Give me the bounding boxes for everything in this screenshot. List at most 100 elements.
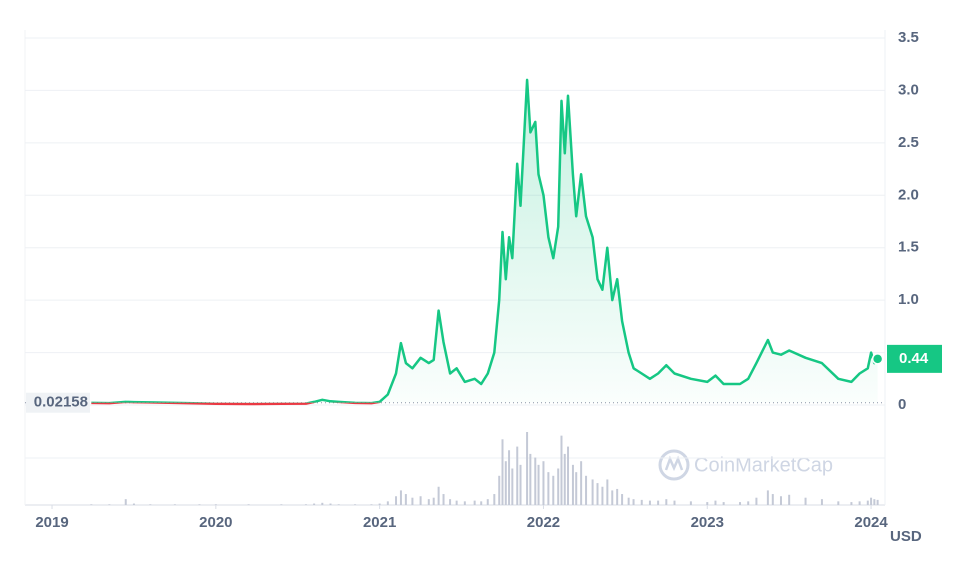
volume-bar: [616, 488, 619, 505]
volume-bar: [722, 502, 725, 505]
volume-bar: [354, 504, 357, 505]
volume-bar: [173, 504, 176, 505]
price-area: [91, 79, 878, 403]
volume-bar: [534, 457, 537, 505]
volume-bar: [627, 497, 630, 505]
volume-bar: [313, 503, 316, 505]
volume-bar: [280, 504, 283, 505]
volume-bar: [575, 472, 578, 505]
volume-bar: [508, 450, 511, 505]
volume-bar: [493, 494, 496, 505]
volume-bar: [850, 502, 853, 505]
x-tick-label: 2019: [35, 514, 68, 531]
volume-bar: [321, 502, 324, 505]
volume-bar: [124, 499, 127, 505]
volume-bar: [870, 497, 873, 505]
volume-bar: [557, 468, 560, 505]
volume-bar: [596, 483, 599, 505]
volume-bar: [585, 475, 588, 505]
volume-bar: [214, 504, 217, 505]
volume-bar: [437, 486, 440, 505]
volume-bar: [486, 499, 489, 505]
volume-bar: [571, 464, 574, 505]
last-price-bg: [887, 344, 942, 373]
volume-bar: [132, 503, 135, 505]
volume-bar: [657, 500, 660, 505]
volume-bar: [788, 494, 791, 505]
baseline-label: 0.02158: [34, 394, 88, 411]
volume-bar: [511, 468, 514, 505]
volume-bar: [529, 453, 532, 505]
volume-bar: [665, 499, 668, 505]
volume-bar: [473, 500, 476, 505]
volume-bar: [621, 494, 624, 505]
volume-bar: [820, 499, 823, 505]
volume-bar: [480, 501, 483, 505]
volume-bar: [563, 453, 566, 505]
volume-bar: [449, 499, 452, 505]
volume-bar: [463, 501, 466, 505]
volume-bar: [771, 494, 774, 505]
price-line-down: [91, 402, 381, 406]
x-tick-label: 2023: [691, 514, 724, 531]
x-tick-label: 2024: [854, 514, 888, 531]
volume-bar: [547, 472, 550, 505]
volume-bar: [455, 500, 458, 505]
price-line-up: [91, 78, 879, 403]
volume-bar: [591, 479, 594, 505]
volume-bar: [689, 501, 692, 505]
volume-bar: [504, 461, 507, 505]
volume-bar: [337, 504, 340, 505]
last-price-label: 0.44: [899, 350, 929, 367]
volume-bar: [611, 490, 614, 505]
volume-bar: [526, 432, 529, 505]
volume-bar: [378, 503, 381, 505]
baseline-label-bg: [26, 392, 90, 413]
volume-bar: [198, 504, 201, 505]
volume-bar: [370, 504, 373, 505]
volume-bar: [304, 504, 307, 505]
volume-bar: [432, 497, 435, 505]
volume-bar: [673, 500, 676, 505]
volume-bar: [580, 461, 583, 505]
volume-bar: [755, 497, 758, 505]
volume-bar: [329, 503, 332, 505]
volume-bar: [606, 479, 609, 505]
volume-bar: [516, 446, 519, 505]
volume-bar: [567, 446, 570, 505]
volume-bar: [779, 496, 782, 505]
last-point: [871, 353, 884, 365]
volume-bar: [747, 501, 750, 505]
volume-bar: [411, 497, 414, 505]
x-tick-label: 2022: [527, 514, 560, 531]
volume-bar: [601, 486, 604, 505]
watermark-text: CoinMarketCap: [694, 454, 833, 476]
y-axis-label: USD: [890, 528, 922, 545]
volume-bar: [552, 475, 555, 505]
y-tick-label: 2.5: [898, 134, 919, 151]
x-tick-label: 2021: [363, 514, 396, 531]
volume-bar: [399, 490, 402, 505]
y-tick-label: 1.0: [898, 291, 919, 308]
volume-bar: [837, 501, 840, 505]
volume-bar: [739, 502, 742, 505]
volume-bar: [519, 464, 522, 505]
x-tick-label: 2020: [199, 514, 232, 531]
volume-bar: [858, 501, 861, 505]
volume-bar: [501, 439, 504, 505]
volume-bar: [498, 475, 501, 505]
volume-bar: [648, 500, 651, 505]
volume-bar: [419, 496, 422, 505]
y-tick-label: 1.5: [898, 239, 919, 256]
y-tick-label: 3.5: [898, 29, 919, 46]
watermark: CoinMarketCap: [658, 449, 833, 481]
volume-bar: [442, 494, 445, 505]
volume-bar: [866, 500, 869, 505]
volume-bar: [640, 499, 643, 505]
volume-bar: [404, 494, 407, 505]
y-tick-label: 2.0: [898, 186, 919, 203]
volume-bar: [632, 499, 635, 505]
volume-bar: [706, 502, 709, 505]
volume-bar: [386, 501, 389, 505]
